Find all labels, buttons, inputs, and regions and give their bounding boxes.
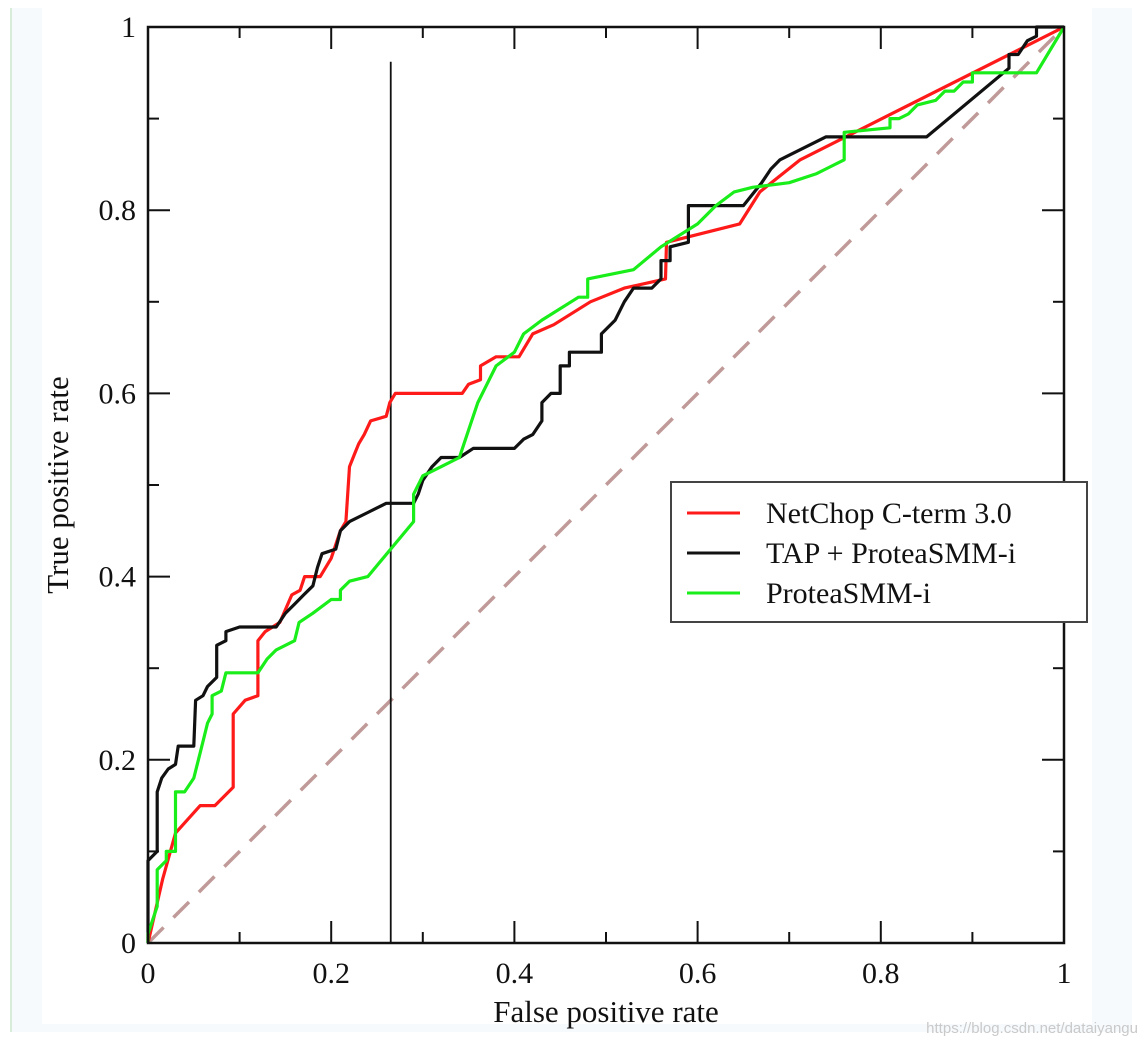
- y-tick-label: 0.4: [99, 561, 137, 594]
- y-axis-title: True positive rate: [40, 376, 75, 594]
- y-tick-label: 0: [121, 927, 136, 960]
- series-line-0: [146, 25, 1065, 944]
- legend-label-0: NetChop C-term 3.0: [766, 497, 1012, 530]
- legend-label-2: ProteaSMM-i: [766, 577, 931, 610]
- legend-label-1: TAP + ProteaSMM-i: [766, 537, 1016, 570]
- y-tick-label: 1: [121, 11, 136, 44]
- x-axis-title: False positive rate: [493, 994, 719, 1029]
- y-tick-label: 0.2: [99, 744, 137, 777]
- x-tick-label: 0.4: [496, 957, 534, 990]
- series-line-1: [146, 25, 1064, 943]
- legend: NetChop C-term 3.0 TAP + ProteaSMM-i Prote…: [670, 481, 1088, 623]
- x-tick-label: 0.8: [862, 957, 900, 990]
- legend-box: [670, 481, 1088, 623]
- x-tick-label: 0: [141, 957, 156, 990]
- y-tick-label: 0.6: [99, 377, 137, 410]
- series-line-2: [146, 26, 1066, 943]
- watermark: https://blog.csdn.net/dataiyangu: [926, 1020, 1138, 1037]
- x-tick-label: 1: [1057, 957, 1072, 990]
- x-tick-label: 0.6: [679, 957, 717, 990]
- x-tick-label: 0.2: [312, 957, 350, 990]
- curves-layer: [146, 25, 1066, 945]
- y-tick-label: 0.8: [99, 194, 137, 227]
